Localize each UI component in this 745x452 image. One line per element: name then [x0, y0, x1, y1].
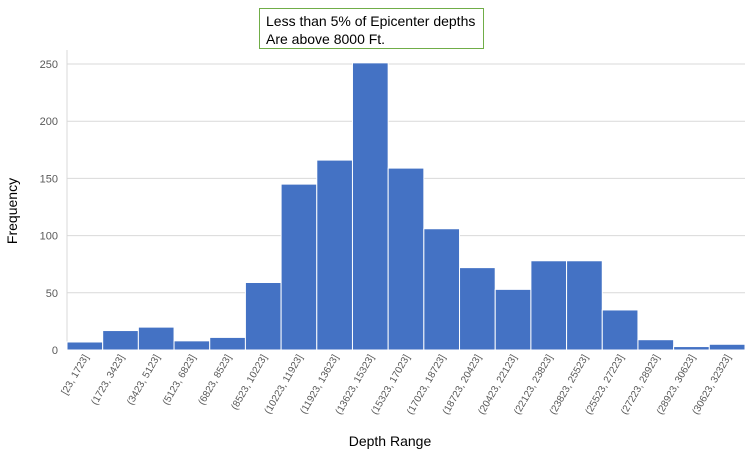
bar — [708, 343, 745, 351]
bar — [351, 62, 389, 351]
x-axis-label: Depth Range — [349, 433, 432, 449]
annotation-line-1: Less than 5% of Epicenter depths — [266, 13, 476, 29]
y-tick-label: 50 — [46, 288, 58, 300]
bar — [423, 228, 461, 351]
bar — [209, 336, 246, 351]
bar — [280, 183, 318, 351]
x-tick-label: (1723, 3423] — [90, 353, 128, 407]
bar — [566, 260, 603, 351]
bar — [601, 309, 639, 351]
x-tick-label: [23, 1723] — [60, 353, 92, 397]
bar — [387, 167, 425, 351]
x-tick-label: (15323, 17023] — [369, 353, 412, 417]
bar — [102, 330, 139, 351]
y-tick-label: 150 — [40, 173, 58, 185]
x-tick-label: (6823, 8523] — [197, 353, 235, 407]
bar — [530, 260, 568, 351]
x-tick-label: (23823, 25523] — [548, 353, 591, 417]
y-tick-label: 200 — [40, 116, 58, 128]
bar — [637, 339, 675, 351]
bar — [494, 288, 532, 351]
x-tick-label: (27223, 28923] — [619, 353, 662, 417]
bar — [316, 159, 353, 351]
x-tick-label: (28923, 30623] — [655, 353, 698, 417]
bar — [459, 267, 496, 351]
y-tick-label: 250 — [40, 59, 58, 71]
x-tick-label: (22123, 23823] — [512, 353, 555, 417]
bar — [173, 340, 211, 351]
x-tick-label: (18723, 20423] — [441, 353, 484, 417]
bar — [673, 346, 710, 351]
x-tick-label: (8523, 10223] — [229, 353, 269, 412]
x-tick-label: (20423, 22123] — [476, 353, 519, 417]
bar — [137, 326, 175, 351]
y-tick-labels: 0 50 100 150 200 250 — [40, 59, 58, 357]
x-tick-label: (17023, 18723] — [405, 353, 448, 417]
y-axis-label: Frequency — [4, 178, 20, 244]
x-tick-labels: [23, 1723](1723, 3423](3423, 5123](5123,… — [60, 353, 734, 417]
annotation-line-2: Are above 8000 Ft. — [266, 31, 386, 47]
bars — [66, 62, 745, 351]
x-tick-label: (13623, 15323] — [334, 353, 377, 417]
annotation-box: Less than 5% of Epicenter depths Are abo… — [259, 8, 484, 49]
y-tick-label: 100 — [40, 231, 58, 243]
bar — [66, 341, 104, 351]
x-tick-label: (25523, 27223] — [584, 353, 627, 417]
y-tick-label: 0 — [52, 345, 58, 357]
x-tick-label: (10223, 11923] — [263, 353, 306, 416]
x-tick-label: (3423, 5123] — [125, 353, 163, 407]
x-tick-label: (30623, 32323] — [691, 353, 734, 417]
x-tick-label: (5123, 6823] — [161, 353, 199, 407]
bar — [244, 282, 282, 351]
x-tick-label: (11923, 13623] — [298, 353, 341, 416]
